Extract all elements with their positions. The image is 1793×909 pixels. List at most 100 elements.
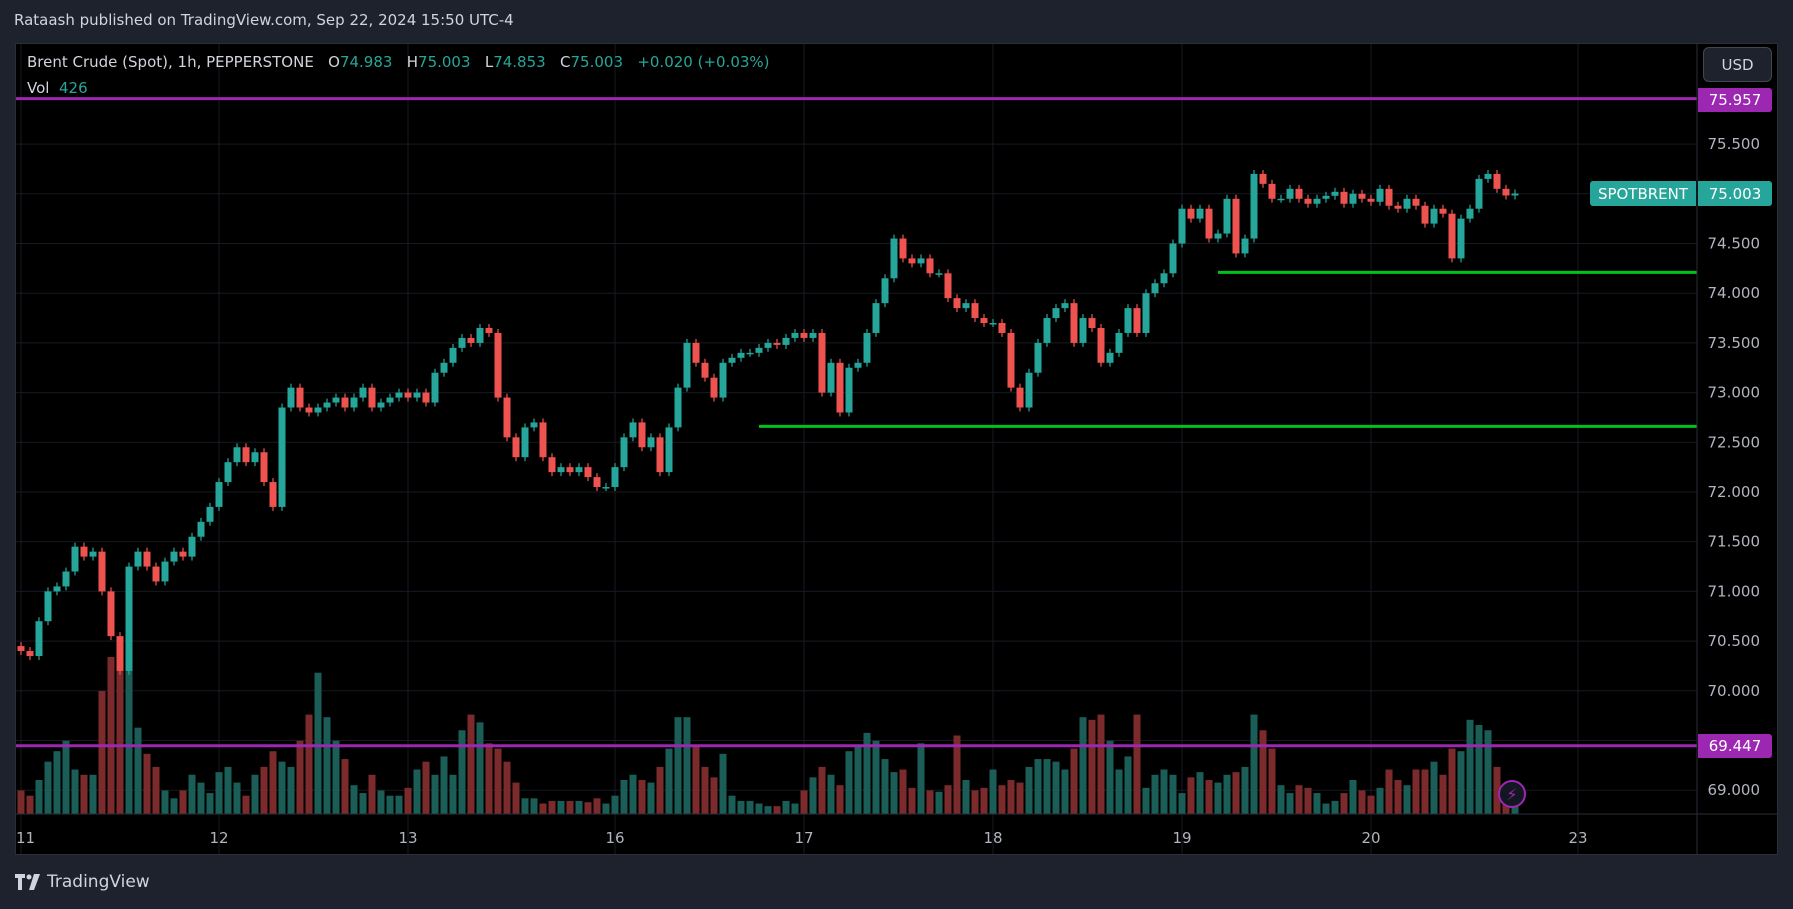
candle-body [647, 437, 655, 448]
candle-body [1340, 191, 1348, 204]
candle-body [62, 571, 70, 587]
volume-bar [125, 657, 133, 814]
volume-bar [674, 717, 682, 814]
candle-body [1196, 208, 1204, 219]
candle-body [719, 362, 727, 398]
price-tick-label: 70.000 [1708, 682, 1761, 700]
candle-body [728, 357, 736, 363]
candle-body [305, 407, 313, 413]
candle-body [98, 551, 106, 592]
symbol-price-tag: SPOTBRENT [1590, 181, 1696, 206]
tradingview-logo[interactable]: TradingView [15, 872, 150, 892]
volume-bar [1349, 779, 1357, 814]
candle-body [737, 352, 745, 358]
price-axis: 75.50075.00074.50074.00073.50073.00072.5… [1708, 135, 1761, 799]
volume-bar [593, 798, 601, 814]
time-tick-label: 18 [983, 829, 1002, 847]
candle-body [107, 591, 115, 637]
volume-bar [1331, 800, 1339, 814]
candle-body [539, 422, 547, 458]
candle-body [764, 342, 772, 348]
candle-body [44, 591, 52, 622]
price-tick-label: 69.000 [1708, 781, 1761, 799]
candle-body [1475, 178, 1483, 209]
volume-bar [503, 761, 511, 814]
volume-bar [1124, 756, 1132, 814]
tradingview-logo-icon [15, 874, 40, 890]
price-tick-label: 71.500 [1708, 533, 1761, 551]
candle-body [170, 551, 178, 562]
candle-body [1097, 327, 1105, 363]
volume-bar [944, 785, 952, 814]
volume-bar [521, 798, 529, 814]
volume-bar [1214, 782, 1222, 814]
candle-body [26, 651, 34, 657]
close-value: 75.003 [570, 53, 624, 71]
candle-body [1259, 173, 1267, 184]
currency-button[interactable]: USD [1703, 47, 1772, 82]
candle-body [1385, 188, 1393, 206]
price-tick-label: 73.000 [1708, 384, 1761, 402]
candle-body [1241, 238, 1249, 254]
candle-body [827, 362, 835, 393]
candle-body [1358, 193, 1366, 199]
candle-body [611, 467, 619, 488]
level-label-low: 69.447 [1698, 734, 1772, 758]
low-label: L [484, 53, 494, 71]
candle-body [1007, 332, 1015, 388]
candle-body [881, 278, 889, 304]
volume-bar [1241, 766, 1249, 814]
candle-body [143, 551, 151, 567]
volume-bar [170, 798, 178, 814]
candle-body [368, 387, 376, 408]
volume-bar [368, 774, 376, 814]
volume-bar [485, 743, 493, 814]
volume-bar [1313, 793, 1321, 814]
candle-body [296, 387, 304, 408]
volume-bar [1376, 787, 1384, 814]
volume-bar [89, 774, 97, 814]
candle-body [179, 551, 187, 557]
volume-bar [332, 740, 340, 814]
candle-body [1178, 208, 1186, 244]
price-tick-label: 75.500 [1708, 135, 1761, 153]
volume-bar [899, 769, 907, 814]
volume-bar [557, 800, 565, 814]
candle-body [1025, 372, 1033, 408]
volume-bar [80, 774, 88, 814]
volume-bar [1475, 725, 1483, 814]
volume-bar [1223, 774, 1231, 814]
candle-body [1394, 205, 1402, 209]
volume-bar [44, 761, 52, 814]
volume-bar [377, 790, 385, 814]
candle-body [854, 362, 862, 368]
volume-series [17, 657, 1519, 814]
candle-body [674, 387, 682, 428]
high-label: H [406, 53, 419, 71]
candle-body [1142, 293, 1150, 333]
candle-series [17, 169, 1519, 675]
volume-bar [143, 753, 151, 814]
candle-body [503, 397, 511, 438]
candle-body [1322, 195, 1330, 199]
candle-body [782, 337, 790, 345]
price-tick-label: 71.000 [1708, 582, 1761, 600]
candle-body [1439, 208, 1447, 214]
candle-body [287, 387, 295, 408]
open-label: O [328, 53, 340, 71]
candle-body [314, 407, 322, 413]
volume-bar [1403, 785, 1411, 814]
candle-body [359, 387, 367, 398]
volume-bar [422, 761, 430, 814]
lightning-icon[interactable]: ⚡ [1498, 780, 1526, 808]
volume-bar [890, 772, 898, 814]
candle-body [1502, 188, 1510, 196]
candle-body [863, 332, 871, 363]
volume-bar [1457, 751, 1465, 814]
volume-bar [1052, 761, 1060, 814]
candle-body [683, 342, 691, 388]
volume-bar [512, 782, 520, 814]
volume-bar [1142, 787, 1150, 814]
volume-bar [1304, 787, 1312, 814]
